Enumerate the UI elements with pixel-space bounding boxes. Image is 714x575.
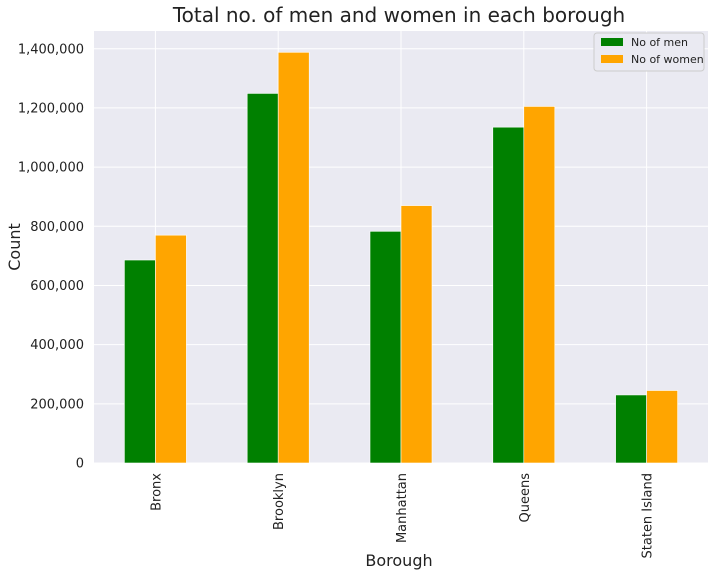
y-tick-label: 1,400,000 [18,42,84,57]
x-tick-label: Manhattan [395,473,410,543]
bar-women [400,205,433,464]
x-tick-label: Queens [518,473,533,523]
y-tick-label: 800,000 [30,220,84,235]
bar-women [523,106,556,464]
bar-men [124,259,156,464]
y-tick-label: 600,000 [30,279,84,294]
chart-title: Total no. of men and women in each borou… [172,3,625,27]
legend-label-men: No of men [631,36,688,49]
y-tick-label: 400,000 [30,338,84,353]
legend-label-women: No of women [631,53,704,66]
bar-men [246,93,279,464]
bar-men [369,231,402,464]
y-axis-ticks: 0 200,000 400,000 600,000 800,000 1,000,000 1,… [18,42,84,471]
bar-women [155,234,187,464]
bar-women [277,52,310,464]
legend: No of men No of women [593,32,705,72]
legend-swatch-men [601,38,623,46]
x-axis-title: Borough [365,551,432,570]
bar-men [492,126,525,464]
bars [124,52,678,464]
y-tick-label: 1,200,000 [18,101,84,116]
x-axis-ticks: Bronx Brooklyn Manhattan Queens Staten Islan… [149,473,655,559]
legend-swatch-women [601,55,623,63]
x-tick-label: Brooklyn [272,473,287,530]
y-tick-label: 200,000 [30,397,84,412]
bar-men [615,394,647,464]
y-tick-label: 0 [76,457,84,472]
x-tick-label: Staten Island [641,473,656,558]
y-axis-title: Count [5,223,24,271]
bar-women [646,390,678,464]
x-tick-label: Bronx [149,473,164,511]
y-tick-label: 1,000,000 [18,161,84,176]
